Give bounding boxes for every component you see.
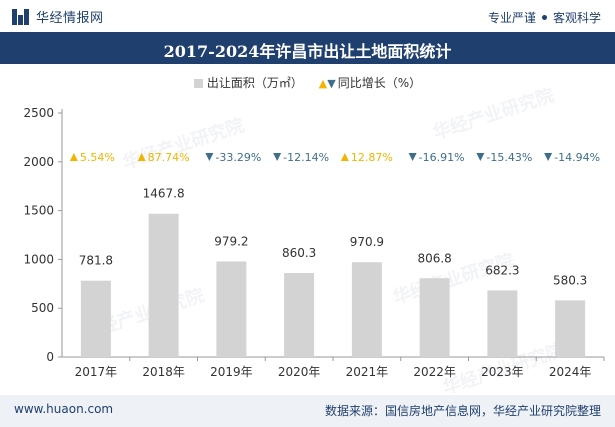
legend-label-growth: 同比增长（%）: [337, 76, 422, 90]
bar: [351, 262, 382, 357]
growth-label: -16.91%: [419, 151, 465, 164]
bar: [419, 278, 450, 357]
growth-label: -33.29%: [215, 151, 261, 164]
footer-source: 数据来源：国信房地产信息网，华经产业研究院整理: [324, 404, 601, 418]
legend-label-area: 出让面积（万㎡）: [206, 76, 303, 90]
bar-value-label: 580.3: [553, 273, 587, 287]
bar: [80, 280, 111, 357]
growth-down-marker: [273, 153, 282, 161]
growth-up-marker: [340, 153, 349, 161]
bar-value-label: 970.9: [350, 235, 384, 249]
x-tick-label: 2019年: [210, 365, 253, 379]
x-tick-label: 2020年: [278, 365, 321, 379]
footer-url: www.huaon.com: [14, 402, 114, 416]
growth-label: 87.74%: [148, 151, 190, 164]
y-tick-label: 1000: [23, 252, 54, 266]
growth-label: -15.43%: [486, 151, 532, 164]
legend-item-area: 出让面积（万㎡）: [193, 76, 307, 90]
bar-value-label: 781.8: [79, 254, 113, 268]
y-tick-label: 2500: [23, 106, 54, 120]
growth-label: 12.87%: [351, 151, 393, 164]
growth-label: -12.14%: [283, 151, 329, 164]
bar-value-label: 806.8: [417, 251, 451, 265]
bullet-icon: [541, 15, 547, 20]
tagline-right: 客观科学: [552, 11, 601, 25]
triangle-down-icon: ▼: [327, 77, 336, 90]
x-tick-label: 2022年: [413, 365, 456, 379]
y-tick-label: 500: [31, 301, 54, 315]
tagline: 专业严谨 客观科学: [488, 9, 601, 26]
y-tick-label: 1500: [23, 204, 54, 218]
top-bar: 华经情报网 专业严谨 客观科学: [0, 0, 615, 32]
brand-name: 华经情报网: [36, 11, 104, 26]
x-tick-label: 2021年: [346, 365, 389, 379]
growth-label: 5.54%: [80, 151, 115, 164]
bar-value-label: 1467.8: [143, 187, 185, 201]
brand: 华经情报网: [12, 7, 104, 26]
title-bar: 2017-2024年许昌市出让土地面积统计: [0, 32, 615, 64]
chart-title: 2017-2024年许昌市出让土地面积统计: [163, 42, 452, 61]
bar-value-label: 860.3: [282, 246, 316, 260]
growth-down-marker: [476, 153, 485, 161]
x-tick-label: 2018年: [142, 365, 185, 379]
growth-up-marker: [137, 153, 146, 161]
bar: [148, 213, 179, 357]
bar: [284, 273, 315, 357]
brand-logo-icon: [12, 8, 30, 25]
growth-down-marker: [205, 153, 214, 161]
x-tick-label: 2017年: [75, 365, 118, 379]
footer: www.huaon.com 数据来源：国信房地产信息网，华经产业研究院整理: [0, 395, 615, 427]
bar: [216, 261, 247, 357]
chart-area: 0 500 1000 1500 2000 2500 781.8 2017年 5.54% 1467.…: [23, 106, 605, 379]
growth-up-marker: [69, 153, 78, 161]
bar: [555, 300, 586, 357]
legend: 出让面积（万㎡） ▲▼ 同比增长（%）: [0, 74, 615, 91]
bar-swatch-icon: [193, 79, 203, 88]
growth-down-marker: [408, 153, 417, 161]
legend-item-growth: ▲▼ 同比增长（%）: [319, 76, 421, 90]
bar-value-label: 682.3: [485, 263, 519, 277]
bar-value-label: 979.2: [214, 234, 248, 248]
x-tick-label: 2023年: [481, 365, 524, 379]
y-tick-label: 2000: [23, 155, 54, 169]
bar: [487, 290, 518, 357]
y-tick-label: 0: [46, 350, 54, 364]
tagline-left: 专业严谨: [487, 11, 536, 25]
triangle-up-icon: ▲: [318, 77, 328, 90]
growth-down-marker: [544, 153, 553, 161]
growth-label: -14.94%: [554, 151, 600, 164]
x-tick-label: 2024年: [549, 365, 592, 379]
